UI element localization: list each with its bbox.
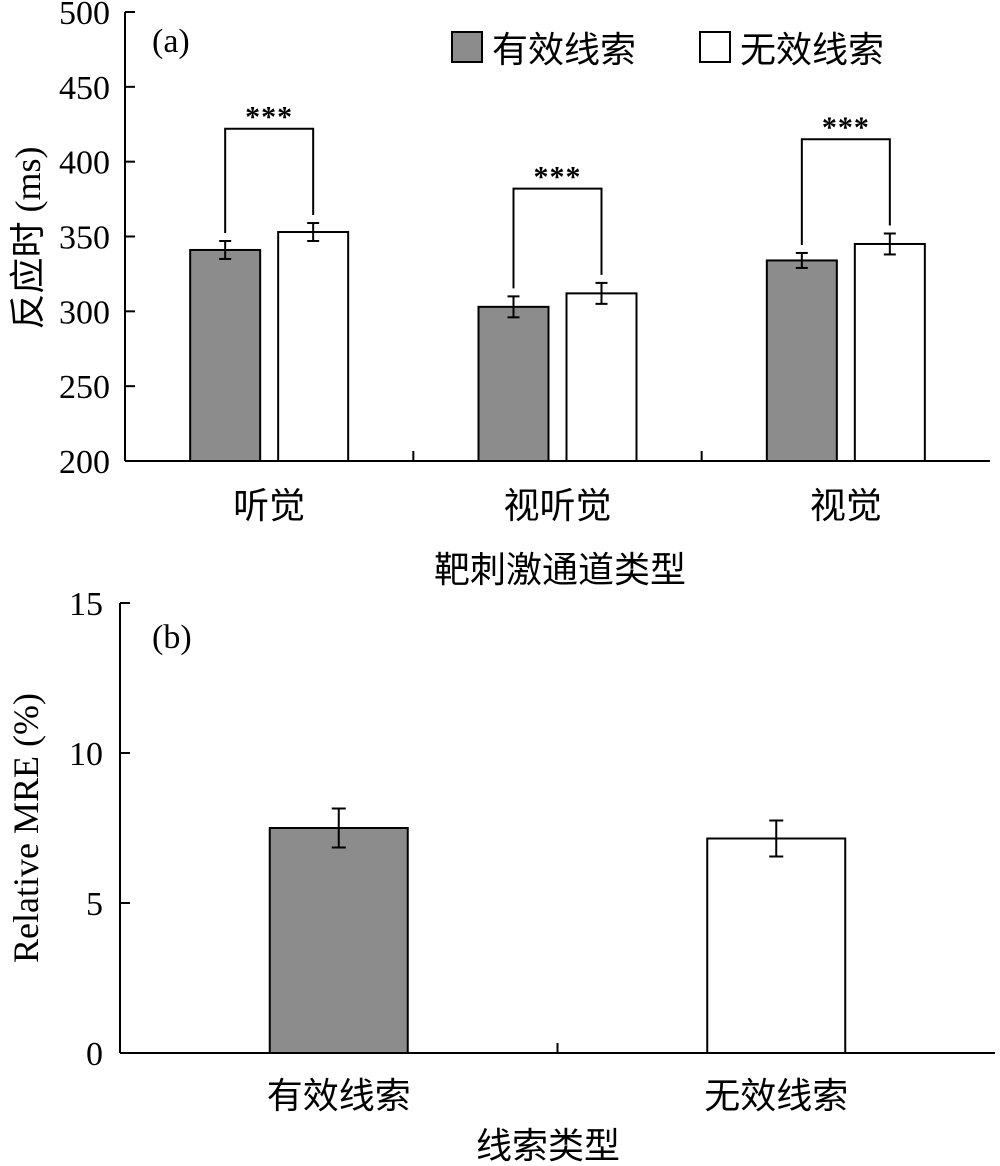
panel-a-bar bbox=[277, 231, 350, 462]
panel-b-y-tick-label: 5 bbox=[86, 886, 103, 923]
panel-a-ticks: 200 250 300 350 400 450 500 听觉 视听觉 视觉 bbox=[59, 0, 882, 526]
panel-b-x-tick-label: 有效线索 bbox=[267, 1076, 411, 1116]
panel-a-x-tick-label: 视听觉 bbox=[503, 486, 611, 526]
panel-a-significance-label: *** bbox=[822, 111, 870, 144]
panel-b-relative-mre-chart: 0 5 10 15 有效线索 无效线索 (b) 线索类型 Relative MRE (%) bbox=[6, 586, 995, 1166]
panel-a-bar bbox=[853, 242, 926, 462]
panel-a-y-tick-label: 200 bbox=[59, 444, 110, 481]
panel-a-bars: *** *** *** bbox=[189, 101, 926, 462]
panel-a-bar bbox=[765, 259, 838, 462]
panel-a-y-axis-title: 反应时 (ms) bbox=[8, 147, 48, 330]
panel-a-y-tick-label: 300 bbox=[59, 294, 110, 331]
panel-b-ticks: 0 5 10 15 有效线索 无效线索 bbox=[69, 586, 848, 1116]
panel-a-significance-bracket bbox=[512, 187, 603, 289]
panel-a-y-tick-label: 350 bbox=[59, 220, 110, 257]
panel-a-x-tick-label: 视觉 bbox=[810, 486, 882, 526]
legend-label-effective-cue: 有效线索 bbox=[492, 30, 636, 70]
legend-swatch-ineffective-cue bbox=[699, 31, 731, 63]
panel-b-y-tick-label: 15 bbox=[69, 586, 103, 623]
panel-b-x-axis-title: 线索类型 bbox=[476, 1126, 620, 1166]
panel-a-bar bbox=[565, 292, 638, 462]
panel-a-significance-label: *** bbox=[245, 101, 293, 134]
panel-a-label: (a) bbox=[152, 23, 190, 60]
legend-swatch-effective-cue bbox=[451, 31, 483, 63]
panel-a-x-axis-title: 靶刺激通道类型 bbox=[434, 550, 686, 590]
panel-b-x-tick-label: 无效线索 bbox=[704, 1076, 848, 1116]
panel-a-y-tick-label: 500 bbox=[59, 0, 110, 32]
panel-a-y-tick-label: 400 bbox=[59, 145, 110, 182]
panel-a-y-tick-label: 450 bbox=[59, 70, 110, 107]
panel-a-significance-bracket bbox=[800, 138, 891, 245]
panel-a-bar bbox=[189, 248, 262, 462]
panel-b-y-tick-label: 0 bbox=[86, 1036, 103, 1073]
panel-a-significance-label: *** bbox=[534, 161, 582, 194]
panel-b-label: (b) bbox=[152, 619, 192, 656]
panel-b-bar bbox=[268, 827, 409, 1054]
legend-label-ineffective-cue: 无效线索 bbox=[740, 30, 884, 70]
panel-b-y-tick-label: 10 bbox=[69, 736, 103, 773]
panel-a-reaction-time-chart: *** *** *** 200 250 300 350 400 450 500 听觉 视听觉 视觉 (… bbox=[8, 0, 990, 590]
panel-a-x-tick-label: 听觉 bbox=[233, 486, 305, 526]
panel-b-axes bbox=[119, 603, 995, 1054]
panel-b-bar bbox=[706, 837, 847, 1054]
panel-a-bar bbox=[477, 305, 550, 462]
panel-a-significance-bracket bbox=[224, 127, 315, 233]
panel-b-bars bbox=[268, 807, 847, 1054]
panel-a-y-tick-label: 250 bbox=[59, 369, 110, 406]
panel-a-legend: 有效线索 无效线索 bbox=[451, 30, 884, 70]
panel-b-y-axis-title: Relative MRE (%) bbox=[6, 693, 46, 963]
